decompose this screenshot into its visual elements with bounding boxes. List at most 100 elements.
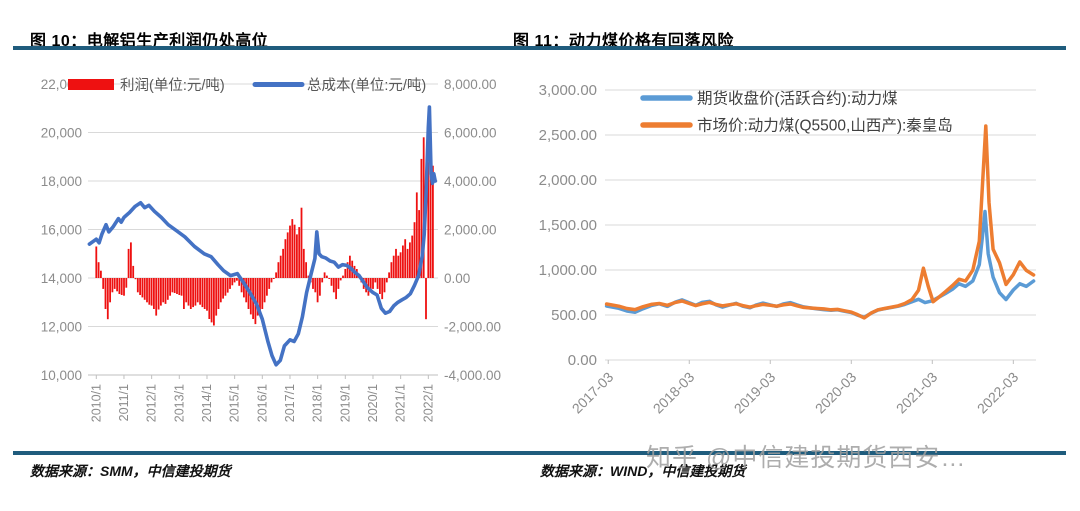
- fig10-legend-profit-label: 利润(单位:元/吨): [120, 77, 225, 94]
- fig10-profit-bar: [328, 278, 331, 279]
- fig10-profit-bar: [243, 278, 245, 298]
- fig10-profit-bar: [399, 252, 402, 278]
- fig10-profit-bar: [120, 278, 123, 295]
- fig10-profit-bar: [113, 278, 116, 289]
- fig10-profit-bar: [411, 235, 414, 278]
- fig10-profit-bar: [162, 278, 165, 303]
- fig10-profit-bar: [104, 278, 107, 309]
- fig10-profit-bar: [323, 272, 326, 278]
- fig10-profit-bar: [157, 278, 160, 310]
- fig10-profit-bar: [376, 278, 379, 289]
- fig10-profit-bar: [192, 278, 194, 308]
- fig10-profit-bar: [369, 278, 372, 293]
- fig10-profit-bar: [404, 239, 407, 278]
- fig10-profit-bar: [153, 278, 155, 309]
- fig10-yright-tick: 4,000.00: [444, 174, 497, 189]
- fig10-profit-bar: [392, 255, 395, 278]
- fig10-profit-bar: [123, 278, 125, 296]
- fig10-profit-bar: [300, 207, 303, 278]
- fig10-profit-bar: [219, 278, 222, 303]
- fig10-profit-bar: [95, 246, 98, 278]
- fig11-x-tick: 2017-03: [569, 369, 617, 417]
- fig10-profit-bar: [429, 176, 432, 278]
- fig10-profit-bar: [275, 272, 277, 278]
- fig10-x-tick: 2011/1: [117, 384, 131, 421]
- fig10-x-tick: 2015/1: [228, 384, 242, 422]
- fig10-profit-bar: [240, 278, 243, 293]
- fig10-profit-bar: [231, 278, 234, 286]
- fig10-profit-bar: [312, 278, 314, 289]
- fig10-profit-bar: [342, 275, 344, 278]
- fig10-yright-tick: 0.00: [444, 271, 470, 286]
- fig10-profit-bar: [233, 278, 236, 283]
- fig11-x-tick: 2018-03: [650, 369, 698, 417]
- fig10-profit-bar: [409, 242, 411, 278]
- fig10-profit-bar: [111, 278, 114, 293]
- fig11-y-tick: 1,500.00: [539, 217, 597, 234]
- fig10-x-tick: 2016/1: [255, 384, 269, 422]
- fig10-profit-bar: [208, 278, 211, 319]
- fig10-profit-bar: [201, 278, 204, 308]
- fig10-profit-bar: [116, 278, 118, 292]
- fig10-gridlines: [88, 83, 438, 379]
- fig10-profit-bar: [178, 278, 181, 295]
- fig10-profit-bar: [256, 278, 259, 316]
- fig10-profit-bar: [213, 278, 215, 326]
- fig10-profit-bar: [236, 278, 238, 281]
- fig10-profit-bar: [415, 192, 418, 278]
- fig10-profit-bar: [206, 278, 208, 311]
- fig10-profit-bar: [155, 278, 158, 316]
- fig10-profit-bar: [381, 278, 384, 300]
- fig10-profit-bar: [383, 278, 386, 293]
- fig10-profit-bar: [173, 278, 176, 293]
- fig10-profit-bar: [302, 248, 305, 278]
- fig10-profit-bar: [339, 278, 342, 281]
- fig10-profit-bar: [261, 278, 264, 309]
- fig10-profit-bar: [266, 278, 268, 296]
- fig10-profit-bar: [337, 278, 340, 289]
- fig10-profit-bar: [316, 278, 319, 303]
- fig10-profit-bar: [335, 278, 337, 300]
- fig10-profit-bar: [298, 227, 301, 278]
- fig10-profit-bar: [284, 239, 287, 278]
- fig10-yleft-tick: 16,000: [41, 223, 82, 238]
- fig11-spot-line: [604, 124, 1036, 320]
- fig10-x-tick: 2013/1: [172, 384, 186, 422]
- fig10-profit-bar: [141, 278, 144, 298]
- fig10-x-tick: 2020/1: [366, 384, 380, 422]
- fig10-x-tick: 2019/1: [338, 384, 352, 422]
- fig11-y-tick: 0.00: [568, 352, 597, 369]
- fig10-profit-bar: [160, 278, 162, 306]
- fig10-profit-bar: [319, 278, 321, 296]
- fig10-profit-bar: [289, 225, 291, 278]
- fig10-profit-bar: [127, 248, 130, 278]
- fig10-profit-bar: [143, 278, 146, 300]
- fig10-profit-bar: [199, 278, 201, 305]
- fig10-yleft-tick: 14,000: [41, 271, 82, 286]
- fig10-yleft-tick: 10,000: [41, 368, 82, 383]
- fig10-profit-bar: [277, 262, 280, 278]
- fig10-profit-bar: [427, 162, 430, 278]
- fig10-profit-bars: [95, 137, 434, 326]
- fig10-profit-bar: [259, 278, 261, 312]
- fig10-profit-bar: [245, 278, 248, 303]
- fig10-profit-bar: [279, 255, 282, 278]
- fig10-profit-bar: [150, 278, 153, 306]
- fig10-profit-bar: [406, 248, 409, 278]
- fig10-profit-bar: [293, 224, 296, 278]
- fig10-profit-bar: [166, 278, 169, 300]
- fig10-profit-bar: [413, 222, 416, 278]
- fig10-profit-bar: [226, 278, 229, 293]
- fig10-yright-tick: 6,000.00: [444, 126, 497, 141]
- fig10-legend-cost-label: 总成本(单位:元/吨): [307, 77, 426, 94]
- fig10-profit-bar: [372, 278, 374, 289]
- fig10-profit-bar: [296, 234, 298, 278]
- top-divider-rule: [13, 46, 1066, 50]
- fig10-profit-bar: [169, 278, 171, 296]
- fig11-futures-line: [604, 209, 1036, 320]
- fig10-profit-bar: [321, 278, 324, 283]
- fig10-x-tick: 2012/1: [145, 384, 159, 422]
- fig10-profit-bar: [305, 262, 307, 278]
